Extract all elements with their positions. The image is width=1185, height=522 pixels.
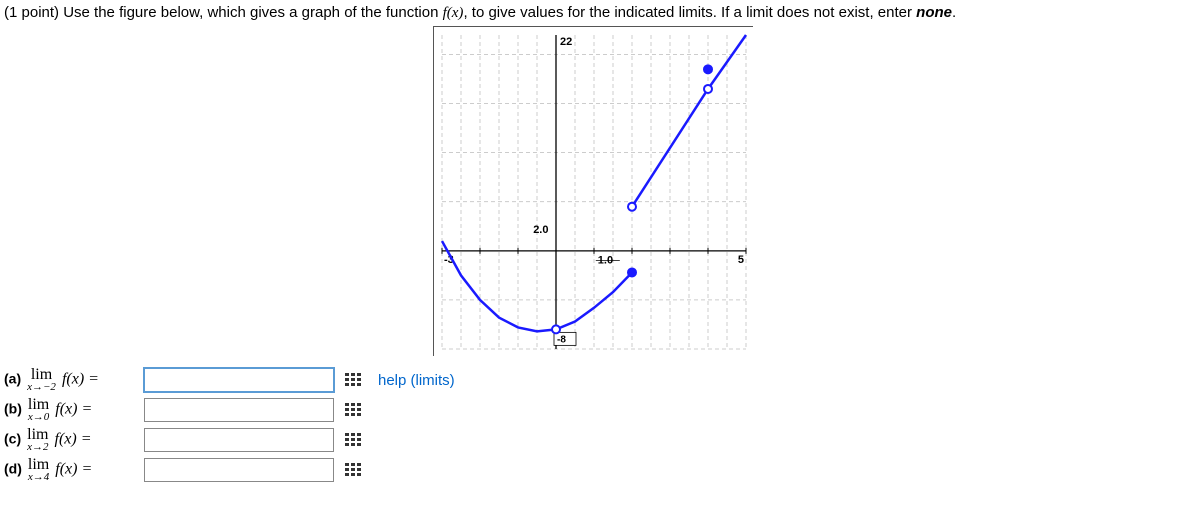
svg-text:5: 5 — [737, 254, 743, 266]
period: . — [952, 4, 956, 21]
graph-container: 22-35-82.01.0 — [4, 26, 1181, 361]
keypad-icon[interactable] — [342, 370, 364, 390]
graph-box: 22-35-82.01.0 — [433, 26, 753, 356]
part-letter: (b) — [4, 401, 22, 417]
svg-text:2.0: 2.0 — [533, 224, 548, 236]
answer-input-d[interactable] — [144, 458, 334, 482]
answer-row: (a) limx→−2 f(x) = help (limits) — [4, 367, 1181, 393]
answer-label: (c) limx→2 f(x) = — [4, 427, 144, 453]
answer-row: (d) limx→4 f(x) = — [4, 457, 1181, 483]
part-letter: (a) — [4, 371, 21, 387]
problem-statement: (1 point) Use the figure below, which gi… — [4, 4, 1181, 22]
fx-equals: f(x) = — [55, 401, 92, 418]
fx-equals: f(x) = — [55, 431, 92, 448]
none-word: none — [916, 4, 952, 21]
answer-label: (d) limx→4 f(x) = — [4, 457, 144, 483]
part-letter: (d) — [4, 461, 22, 477]
part-letter: (c) — [4, 431, 21, 447]
answer-input-c[interactable] — [144, 428, 334, 452]
points-label: (1 point) — [4, 4, 59, 21]
fx-equals: f(x) = — [55, 461, 92, 478]
lim-symbol: limx→4 — [28, 457, 49, 483]
svg-text:-8: -8 — [557, 334, 566, 345]
keypad-icon[interactable] — [342, 400, 364, 420]
help-link[interactable]: help (limits) — [378, 372, 455, 389]
answer-input-a[interactable] — [144, 368, 334, 392]
function-graph: 22-35-82.01.0 — [434, 27, 754, 357]
answer-label: (b) limx→0 f(x) = — [4, 397, 144, 423]
text-after: , to give values for the indicated limit… — [463, 4, 916, 21]
lim-symbol: limx→2 — [27, 427, 48, 453]
lim-symbol: limx→0 — [28, 397, 49, 423]
keypad-icon[interactable] — [342, 430, 364, 450]
answers-section: (a) limx→−2 f(x) = help (limits) (b) limx→… — [4, 367, 1181, 483]
text-before: Use the figure below, which gives a grap… — [63, 4, 442, 21]
fx-expr: f(x) — [443, 5, 464, 21]
answer-label: (a) limx→−2 f(x) = — [4, 367, 144, 393]
answer-row: (c) limx→2 f(x) = — [4, 427, 1181, 453]
answer-row: (b) limx→0 f(x) = — [4, 397, 1181, 423]
keypad-icon[interactable] — [342, 460, 364, 480]
svg-text:22: 22 — [560, 36, 572, 48]
lim-symbol: limx→−2 — [27, 367, 56, 393]
answer-input-b[interactable] — [144, 398, 334, 422]
fx-equals: f(x) = — [62, 371, 99, 388]
